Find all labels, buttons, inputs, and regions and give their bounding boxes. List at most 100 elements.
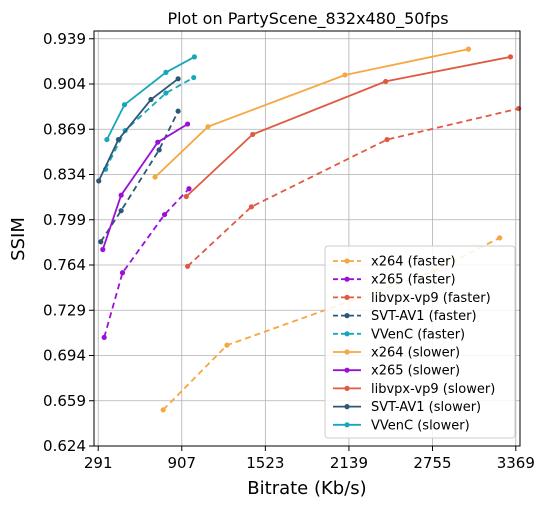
legend-swatch-marker [344, 367, 350, 373]
data-point [384, 136, 390, 143]
series-line [101, 123, 189, 250]
legend-swatch-marker [344, 404, 350, 410]
legend-swatch-marker [344, 385, 350, 391]
legend-entry: x264 (slower) [333, 346, 460, 361]
data-point [115, 136, 122, 143]
data-point [191, 54, 197, 60]
legend-label: libvpx-vp9 (faster) [371, 291, 491, 306]
data-point [119, 270, 126, 276]
legend-label: VVenC (slower) [371, 418, 470, 433]
data-point [383, 78, 389, 85]
data-point [497, 235, 503, 241]
series-7 [183, 54, 514, 200]
data-point [163, 69, 169, 75]
legend-swatch-marker [344, 422, 350, 428]
legend-label: x265 (faster) [371, 273, 456, 288]
data-point [156, 147, 162, 153]
y-tick-label: 0.729 [43, 301, 86, 319]
data-point [250, 131, 256, 138]
data-point [248, 204, 254, 210]
x-tick-label: 1523 [246, 454, 284, 472]
series-line [97, 78, 179, 182]
legend-swatch-marker [344, 294, 350, 300]
x-tick-label: 3369 [497, 454, 535, 472]
series-line [185, 56, 511, 198]
data-point [96, 178, 102, 184]
data-point [161, 211, 168, 218]
plot-frame [93, 30, 521, 447]
y-axis-label: SSIM [8, 217, 29, 261]
legend-entry: x265 (faster) [333, 273, 456, 288]
legend-entry: x265 (slower) [333, 364, 460, 379]
data-point [163, 90, 169, 96]
series-line [104, 76, 195, 170]
legend-entry: SVT-AV1 (faster) [333, 309, 477, 324]
x-axis-ticks: 291 907 1523 2139 2755 3369 [84, 446, 535, 472]
legend-label: SVT-AV1 (slower) [371, 400, 481, 415]
data-point [148, 96, 154, 103]
legend-label: VVenC (faster) [371, 327, 465, 342]
y-tick-label: 0.939 [43, 30, 86, 48]
data-point [191, 74, 197, 81]
data-point [342, 72, 348, 78]
series-line [103, 188, 190, 338]
x-axis-label: Bitrate (Kb/s) [247, 478, 366, 499]
legend-label: x264 (slower) [371, 346, 460, 361]
data-point [104, 136, 110, 143]
y-tick-label: 0.799 [43, 211, 86, 229]
x-tick-label: 291 [84, 454, 113, 472]
data-point [186, 186, 192, 192]
series-4 [102, 74, 197, 172]
data-point [205, 124, 211, 130]
y-axis-ticks: 0.624 0.659 0.694 0.729 0.764 0.799 0.834 0.869… [43, 30, 94, 455]
series-line [154, 48, 469, 178]
y-tick-label: 0.904 [43, 75, 86, 93]
legend-entry: SVT-AV1 (slower) [333, 400, 481, 415]
series-9 [104, 54, 197, 143]
legend-label: x264 (faster) [371, 255, 456, 270]
legend-label: x265 (slower) [371, 364, 460, 379]
series-6 [100, 121, 191, 253]
legend-swatch-marker [344, 313, 350, 319]
data-point [100, 246, 106, 253]
data-point [185, 121, 191, 127]
data-point [101, 334, 107, 341]
legend-swatch-marker [344, 349, 350, 355]
legend-entry: libvpx-vp9 (faster) [333, 291, 491, 306]
data-point [155, 139, 161, 145]
legend-swatch-marker [344, 276, 350, 282]
data-point [175, 108, 181, 114]
y-tick-label: 0.659 [43, 392, 86, 410]
data-point [118, 208, 124, 214]
data-point [183, 193, 189, 200]
series-8 [96, 76, 181, 184]
data-point [121, 102, 128, 108]
data-point [507, 54, 514, 60]
legend-label: SVT-AV1 (faster) [371, 309, 477, 324]
series-1 [101, 186, 192, 341]
legend-swatch-marker [344, 331, 350, 337]
data-point [465, 46, 472, 52]
series-line [106, 56, 195, 141]
chart-title: Plot on PartyScene_832x480_50fps [167, 9, 448, 29]
legend-label: libvpx-vp9 (slower) [371, 382, 495, 397]
data-point [185, 263, 191, 269]
y-tick-label: 0.694 [43, 347, 86, 365]
series-2 [185, 105, 522, 269]
y-tick-label: 0.764 [43, 256, 86, 274]
x-tick-label: 2139 [330, 454, 368, 472]
legend-entry: VVenC (faster) [333, 327, 465, 342]
grid-lines [94, 31, 520, 447]
legend-swatch-marker [344, 258, 350, 264]
data-point [224, 342, 230, 348]
y-tick-label: 0.869 [43, 120, 86, 138]
data-point [98, 239, 104, 245]
legend: x264 (faster) x265 (faster) libvpx-vp9 (fa… [324, 245, 516, 439]
legend-entry: libvpx-vp9 (slower) [333, 382, 495, 397]
series-line [186, 107, 519, 267]
data-point [118, 192, 124, 198]
series-line [100, 110, 179, 243]
series-3 [98, 108, 181, 245]
data-point [175, 76, 181, 82]
